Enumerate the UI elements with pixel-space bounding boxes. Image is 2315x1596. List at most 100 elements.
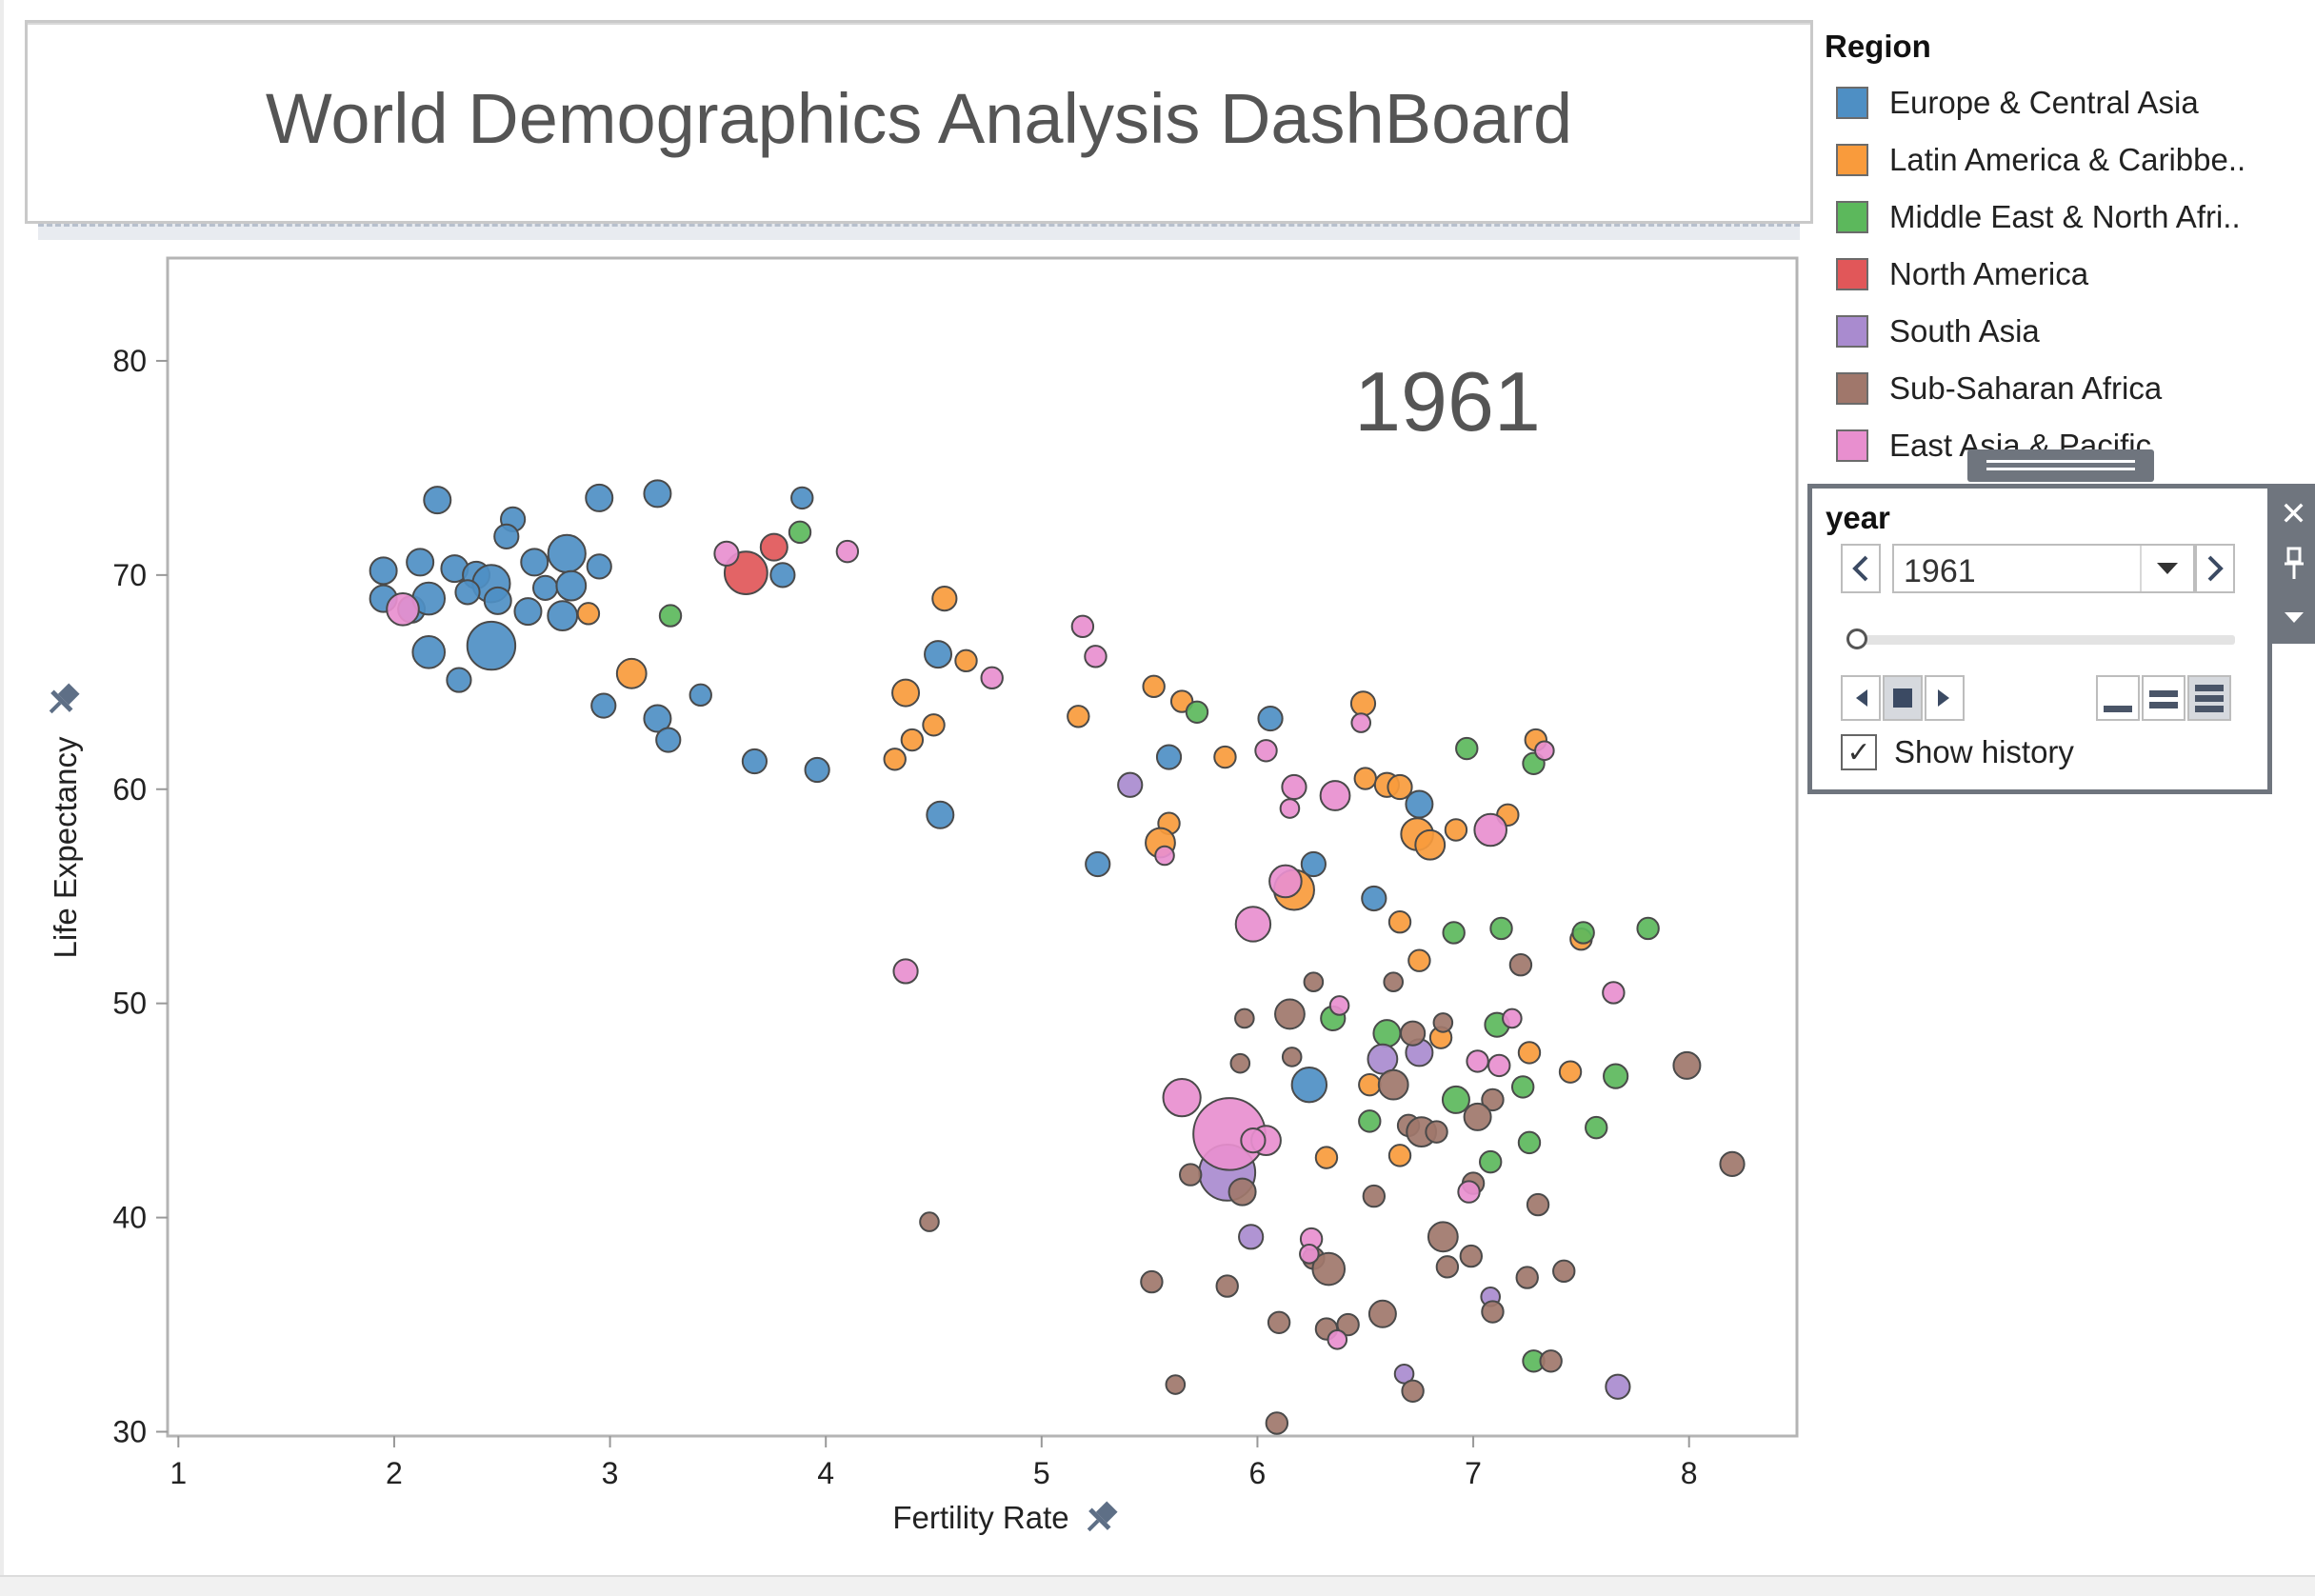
year-slider-thumb[interactable] — [1846, 628, 1867, 649]
data-point[interactable] — [980, 666, 1004, 690]
close-icon[interactable]: ✕ — [2280, 496, 2307, 532]
stop-button[interactable] — [1883, 675, 1923, 721]
data-point[interactable] — [586, 553, 612, 580]
data-point[interactable] — [1435, 1255, 1460, 1279]
data-point[interactable] — [643, 479, 672, 509]
data-point[interactable] — [1215, 1274, 1239, 1298]
speed-medium-button[interactable] — [2142, 675, 2185, 721]
data-point[interactable] — [655, 727, 682, 753]
data-point[interactable] — [547, 533, 587, 573]
data-point[interactable] — [1487, 1053, 1511, 1078]
data-point[interactable] — [1229, 1052, 1251, 1074]
data-point[interactable] — [1502, 1007, 1523, 1029]
data-point[interactable] — [759, 532, 788, 562]
legend-item-europe-central-asia[interactable]: Europe & Central Asia — [1823, 74, 2280, 131]
data-point[interactable] — [1185, 700, 1209, 725]
data-point[interactable] — [1481, 1087, 1505, 1112]
data-point[interactable] — [1534, 740, 1555, 762]
data-point[interactable] — [1299, 1244, 1320, 1265]
scatter-chart[interactable]: 1 2 3 4 5 6 7 8 30 40 50 60 70 80 1961 Fertility Rat… — [0, 0, 1814, 1594]
data-point[interactable] — [919, 1211, 940, 1232]
data-point[interactable] — [926, 800, 955, 829]
data-point[interactable] — [1290, 1066, 1328, 1104]
data-point[interactable] — [1387, 773, 1413, 801]
pin-icon[interactable] — [2272, 537, 2315, 590]
data-point[interactable] — [1372, 1019, 1402, 1048]
step-back-button[interactable] — [1841, 675, 1881, 721]
data-point[interactable] — [1067, 705, 1090, 728]
data-point[interactable] — [1367, 1299, 1397, 1328]
data-point[interactable] — [1117, 771, 1144, 798]
data-point[interactable] — [1481, 1300, 1505, 1324]
chevron-down-icon[interactable] — [2140, 546, 2193, 591]
data-point[interactable] — [615, 657, 648, 689]
legend-item-south-asia[interactable]: South Asia — [1823, 303, 2280, 360]
data-point[interactable] — [1140, 1269, 1164, 1294]
data-point[interactable] — [1327, 1328, 1348, 1350]
data-point[interactable] — [1281, 1047, 1303, 1067]
data-point[interactable] — [1407, 948, 1431, 972]
data-point[interactable] — [493, 523, 520, 549]
data-point[interactable] — [520, 548, 549, 577]
data-point[interactable] — [1466, 1049, 1489, 1073]
data-point[interactable] — [1602, 981, 1626, 1005]
data-point[interactable] — [1274, 998, 1306, 1030]
data-point[interactable] — [1319, 780, 1351, 811]
data-point[interactable] — [1358, 1109, 1382, 1133]
data-point[interactable] — [1300, 850, 1327, 878]
data-point[interactable] — [1350, 712, 1372, 733]
data-point[interactable] — [1517, 1041, 1542, 1065]
year-dropdown[interactable]: 1961 — [1892, 544, 2195, 593]
data-point[interactable] — [1442, 921, 1466, 945]
show-history-toggle[interactable]: ✓ Show history — [1841, 734, 2074, 770]
data-point[interactable] — [1328, 995, 1350, 1016]
legend-item-north-america[interactable]: North America — [1823, 246, 2280, 303]
data-point[interactable] — [931, 586, 958, 612]
data-point[interactable] — [1432, 1012, 1454, 1033]
caret-down-icon[interactable] — [2272, 590, 2315, 644]
data-point[interactable] — [1427, 1221, 1459, 1253]
data-point[interactable] — [1387, 910, 1412, 934]
data-point[interactable] — [900, 728, 925, 752]
data-point[interactable] — [576, 602, 601, 626]
data-point[interactable] — [1234, 906, 1272, 943]
data-point[interactable] — [1414, 828, 1447, 861]
data-point[interactable] — [1585, 1115, 1608, 1140]
data-point[interactable] — [1425, 1120, 1448, 1144]
data-point[interactable] — [1441, 1085, 1470, 1114]
legend-item-middle-east[interactable]: Middle East & North Afri.. — [1823, 189, 2280, 246]
data-point[interactable] — [411, 635, 447, 669]
year-slider-track[interactable] — [1854, 635, 2235, 645]
data-point[interactable] — [423, 486, 452, 515]
data-point[interactable] — [1383, 971, 1405, 992]
data-point[interactable] — [1473, 812, 1507, 848]
data-point[interactable] — [590, 692, 617, 719]
speed-fast-button[interactable] — [2187, 675, 2231, 721]
speed-slow-button[interactable] — [2096, 675, 2140, 721]
data-point[interactable] — [1478, 1149, 1503, 1174]
data-point[interactable] — [555, 569, 588, 602]
step-forward-button[interactable] — [1925, 675, 1965, 721]
data-point[interactable] — [1361, 885, 1387, 912]
data-point[interactable] — [1267, 1310, 1291, 1334]
data-point[interactable] — [1154, 845, 1175, 867]
data-point[interactable] — [1539, 1349, 1563, 1373]
data-point[interactable] — [1459, 1244, 1484, 1268]
data-point[interactable] — [1463, 1102, 1492, 1131]
data-point[interactable] — [891, 678, 921, 708]
data-point[interactable] — [446, 667, 472, 693]
legend-item-sub-saharan-africa[interactable]: Sub-Saharan Africa — [1823, 360, 2280, 417]
data-point[interactable] — [585, 483, 614, 512]
data-point[interactable] — [1558, 1060, 1583, 1084]
data-point[interactable] — [1155, 744, 1183, 770]
data-point[interactable] — [1571, 921, 1595, 945]
data-point[interactable] — [741, 748, 768, 775]
checkbox[interactable]: ✓ — [1841, 734, 1877, 770]
data-point[interactable] — [1526, 1192, 1550, 1217]
data-point[interactable] — [1240, 1127, 1267, 1154]
data-point[interactable] — [369, 556, 398, 586]
data-point[interactable] — [892, 958, 919, 985]
data-point[interactable] — [924, 640, 953, 669]
data-point[interactable] — [466, 620, 517, 671]
y-axis-pin-icon[interactable] — [41, 679, 84, 722]
